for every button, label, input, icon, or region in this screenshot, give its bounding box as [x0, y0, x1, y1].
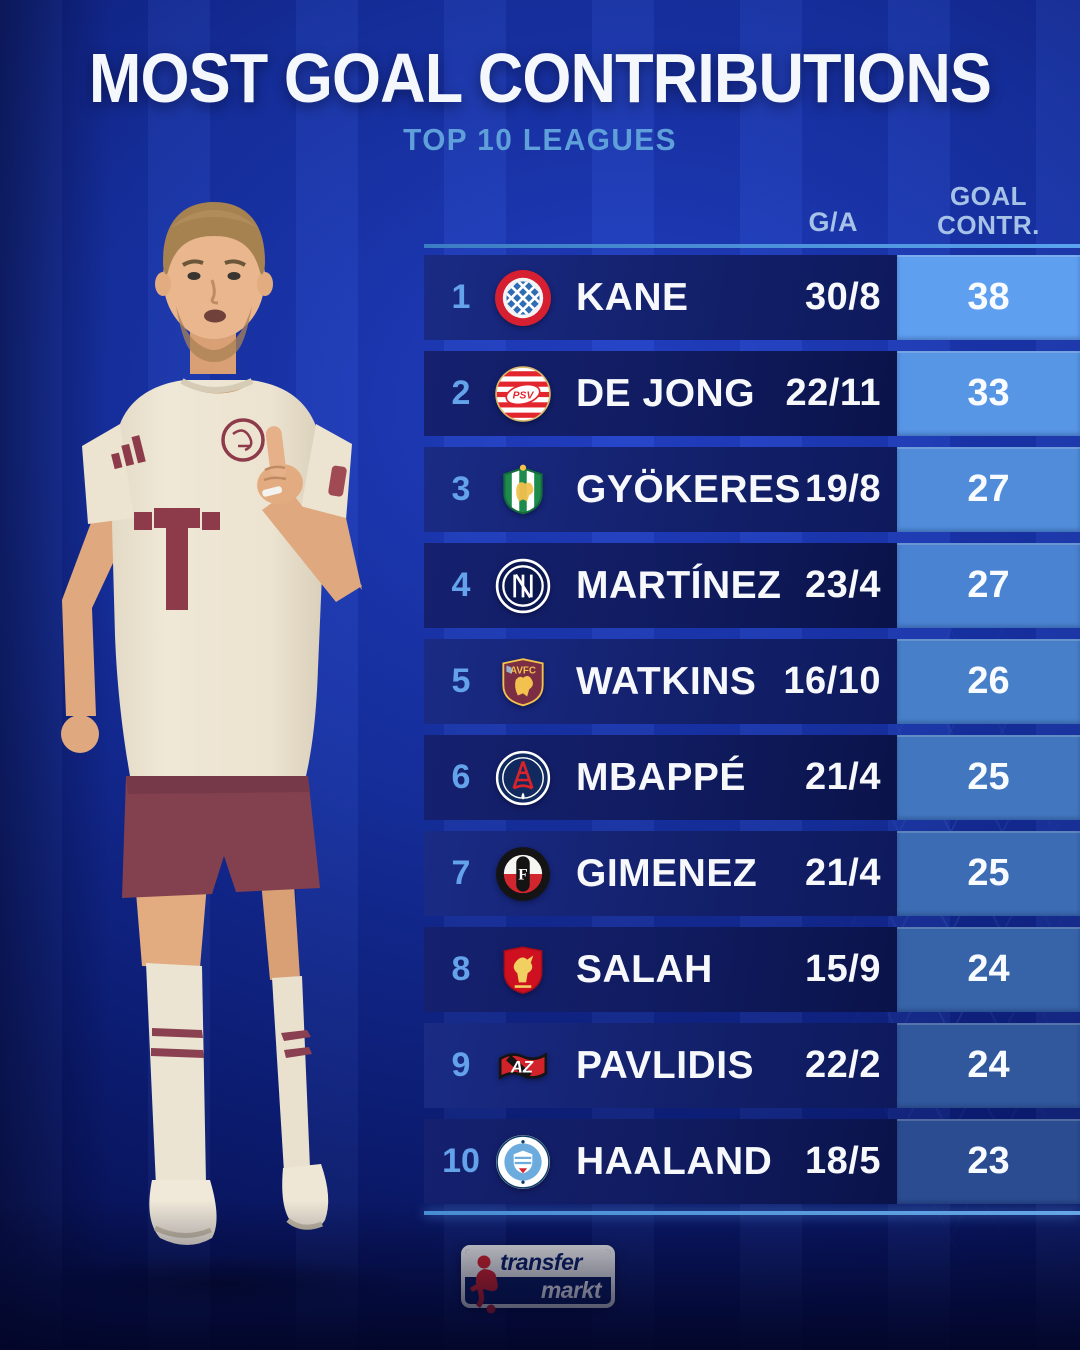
mancity-badge-icon — [494, 1133, 552, 1191]
bayern-crest-outline — [221, 418, 265, 462]
contr-value: 27 — [967, 564, 1010, 606]
contr-value-cell: 33 — [897, 351, 1080, 436]
ga-value: 19/8 — [805, 468, 881, 510]
table-row: 10 HAALAND 18/5 23 — [424, 1119, 1080, 1204]
ga-value: 30/8 — [805, 276, 881, 318]
row-main: 9 PAVLIDIS 22/2 — [424, 1023, 897, 1108]
ga-value: 21/4 — [805, 756, 881, 798]
player-name: HAALAND — [576, 1139, 773, 1183]
row-main: 2 DE JONG 22/11 — [424, 351, 897, 436]
inter-badge-icon — [494, 557, 552, 615]
contr-value-cell: 38 — [897, 255, 1080, 340]
rank-number: 5 — [451, 662, 471, 700]
player-name: SALAH — [576, 947, 713, 991]
sporting-badge-icon — [494, 461, 552, 519]
rank-number: 6 — [451, 758, 471, 796]
contr-value: 25 — [967, 852, 1010, 894]
liverpool-badge-icon — [494, 941, 552, 999]
row-main: 1 KANE 30/8 — [424, 255, 897, 340]
player-name: PAVLIDIS — [576, 1043, 755, 1087]
contr-value: 24 — [967, 948, 1010, 990]
psv-badge-icon — [494, 365, 552, 423]
table-row: 2 DE JONG 22/11 33 — [424, 351, 1080, 436]
ga-value: 18/5 — [805, 1140, 881, 1182]
rank-number: 4 — [451, 566, 471, 604]
table-row: 3 GYÖKERES 19/8 27 — [424, 447, 1080, 532]
table-top-accent-line — [424, 244, 1080, 248]
contr-value-cell: 27 — [897, 447, 1080, 532]
bottom-shade — [0, 1200, 1080, 1350]
table-row: 7 GIMENEZ 21/4 25 — [424, 831, 1080, 916]
ga-value: 21/4 — [805, 852, 881, 894]
contr-value: 24 — [967, 1044, 1010, 1086]
column-headers: G/A GOAL CONTR. — [424, 180, 1080, 244]
row-main: 7 GIMENEZ 21/4 — [424, 831, 897, 916]
telekom-t-logo — [134, 508, 220, 610]
contr-value-cell: 26 — [897, 639, 1080, 724]
row-main: 3 GYÖKERES 19/8 — [424, 447, 897, 532]
player-name: WATKINS — [576, 659, 757, 703]
adidas-logo — [111, 435, 146, 470]
page-title: MOST GOAL CONTRIBUTIONS — [88, 39, 992, 117]
ga-value: 15/9 — [805, 948, 881, 990]
player-name: MARTÍNEZ — [576, 563, 782, 607]
contr-value-cell: 24 — [897, 927, 1080, 1012]
rank-number: 3 — [451, 470, 471, 508]
table-body: 1 KANE 30/8 38 2 DE JONG 22/11 33 3 GYÖK… — [424, 248, 1080, 1211]
contr-value-cell: 23 — [897, 1119, 1080, 1204]
contr-header-line1: GOAL — [949, 180, 1028, 211]
player-name: KANE — [576, 275, 689, 319]
contr-value: 38 — [967, 276, 1010, 318]
page-subtitle: TOP 10 LEAGUES — [403, 122, 677, 157]
table-row: 9 PAVLIDIS 22/2 24 — [424, 1023, 1080, 1108]
ga-column-header: G/A — [808, 207, 858, 237]
contr-value-cell: 27 — [897, 543, 1080, 628]
table-row: 4 MARTÍNEZ 23/4 27 — [424, 543, 1080, 628]
contr-value: 27 — [967, 468, 1010, 510]
row-main: 5 WATKINS 16/10 — [424, 639, 897, 724]
table-row: 1 KANE 30/8 38 — [424, 255, 1080, 340]
contr-value-cell: 25 — [897, 735, 1080, 820]
player-name: DE JONG — [576, 371, 756, 415]
feyenoord-badge-icon — [494, 845, 552, 903]
rank-number: 10 — [442, 1142, 480, 1180]
rank-number: 9 — [451, 1046, 471, 1084]
row-main: 4 MARTÍNEZ 23/4 — [424, 543, 897, 628]
ga-value: 23/4 — [805, 564, 881, 606]
rank-number: 8 — [451, 950, 471, 988]
row-main: 6 MBAPPÉ 21/4 — [424, 735, 897, 820]
table-row: 5 WATKINS 16/10 26 — [424, 639, 1080, 724]
contr-value: 26 — [967, 660, 1010, 702]
ranking-table: G/A GOAL CONTR. 1 KANE 30/8 38 2 DE JONG… — [424, 180, 1080, 1215]
ga-value: 22/2 — [805, 1044, 881, 1086]
rank-number: 7 — [451, 854, 471, 892]
contr-header-line2: CONTR. — [937, 209, 1040, 240]
contr-value-cell: 24 — [897, 1023, 1080, 1108]
ga-value: 16/10 — [783, 660, 881, 702]
az-badge-icon — [494, 1037, 552, 1095]
rank-number: 1 — [451, 278, 471, 316]
villa-badge-icon — [494, 653, 552, 711]
row-main: 10 HAALAND 18/5 — [424, 1119, 897, 1204]
contr-value: 23 — [967, 1140, 1010, 1182]
contr-value: 25 — [967, 756, 1010, 798]
player-photo — [23, 202, 413, 1312]
player-name: GYÖKERES — [576, 467, 802, 511]
table-row: 6 MBAPPÉ 21/4 25 — [424, 735, 1080, 820]
bayern-badge-icon — [494, 269, 552, 327]
psg-badge-icon — [494, 749, 552, 807]
player-name: MBAPPÉ — [576, 755, 746, 799]
ga-value: 22/11 — [785, 372, 881, 414]
contr-column-header: GOAL CONTR. — [897, 180, 1080, 240]
contr-value-cell: 25 — [897, 831, 1080, 916]
player-name: GIMENEZ — [576, 851, 758, 895]
contr-value: 33 — [967, 372, 1010, 414]
table-row: 8 SALAH 15/9 24 — [424, 927, 1080, 1012]
row-main: 8 SALAH 15/9 — [424, 927, 897, 1012]
rank-number: 2 — [451, 374, 471, 412]
